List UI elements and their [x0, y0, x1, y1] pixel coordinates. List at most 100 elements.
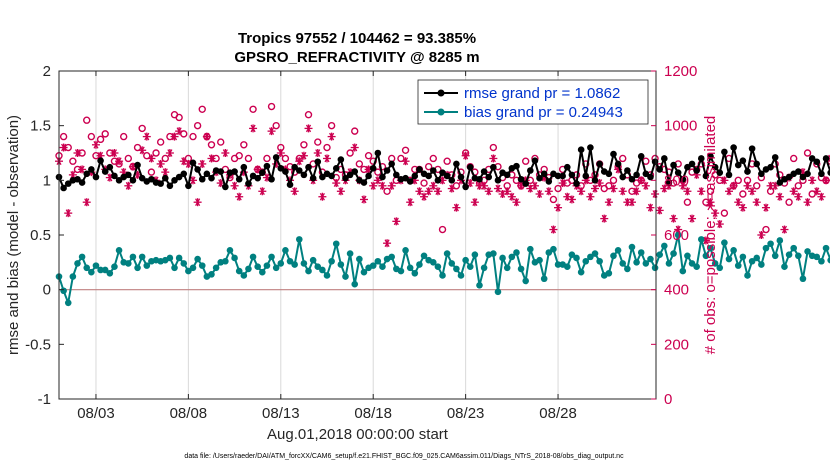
assimilated-point — [253, 165, 262, 174]
possible-point — [59, 132, 68, 141]
bias-point — [540, 275, 548, 283]
assimilated-point — [683, 187, 692, 196]
legend-swatch-marker — [437, 108, 445, 116]
assimilated-point — [115, 157, 124, 166]
x-tick-label: 08/18 — [354, 405, 392, 422]
rmse-point — [111, 172, 118, 180]
assimilated-point — [323, 154, 332, 163]
data-file-footnote: data file: /Users/raeder/DAI/ATM_forcXX/… — [184, 453, 624, 460]
bias-point — [568, 251, 576, 258]
bias-point — [374, 257, 382, 265]
bias-point — [249, 253, 257, 261]
rmse-point — [795, 168, 802, 175]
possible-point — [383, 187, 391, 195]
bias-point — [522, 277, 529, 285]
bias-point — [235, 267, 243, 275]
possible-point — [83, 116, 91, 124]
possible-point — [207, 141, 216, 149]
bias-point — [730, 247, 737, 254]
possible-point — [803, 149, 812, 157]
possible-point — [609, 176, 618, 185]
bias-point — [64, 299, 72, 307]
bias-point — [661, 242, 668, 250]
possible-point — [235, 152, 243, 160]
rmse-point — [582, 172, 590, 180]
bias-point — [277, 260, 285, 267]
rmse-point — [462, 183, 469, 191]
bias-point — [60, 287, 67, 295]
rmse-point — [439, 169, 446, 176]
rmse-point — [443, 172, 451, 180]
rmse-point — [818, 170, 825, 178]
assimilated-point — [706, 198, 715, 207]
legend-swatch-marker — [437, 89, 445, 97]
possible-point — [443, 157, 451, 165]
bias-point — [490, 250, 497, 257]
rmse-point — [166, 182, 174, 190]
bias-point — [563, 263, 571, 271]
bias-point — [115, 247, 123, 254]
bias-point — [180, 260, 188, 267]
bias-point — [711, 260, 719, 267]
assimilated-point — [258, 187, 267, 196]
bias-point — [88, 268, 95, 276]
rmse-point — [596, 160, 603, 168]
assimilated-point — [452, 203, 461, 212]
rmse-point — [203, 170, 211, 178]
assimilated-point — [554, 203, 563, 212]
assimilated-point — [332, 179, 341, 188]
assimilated-point — [530, 181, 539, 190]
assimilated-point — [235, 192, 244, 201]
assimilated-point — [641, 181, 650, 190]
possible-point — [327, 121, 336, 130]
rmse-point — [129, 177, 137, 184]
bias-point — [319, 266, 326, 274]
bias-point — [804, 248, 811, 255]
bias-point — [259, 268, 266, 276]
assimilated-point — [221, 149, 230, 157]
rmse-point — [351, 168, 359, 175]
bias-point — [753, 254, 761, 262]
assimilated-point — [535, 190, 544, 198]
rmse-point — [799, 173, 807, 181]
rmse-point — [688, 160, 696, 168]
assimilated-point — [249, 124, 258, 133]
assimilated-point — [170, 132, 179, 141]
bias-point — [536, 256, 543, 264]
possible-point — [789, 154, 798, 163]
bias-point — [670, 250, 677, 257]
possible-point — [263, 154, 271, 163]
bias-point — [309, 256, 317, 264]
bias-point — [263, 262, 271, 269]
rmse-point — [259, 169, 266, 176]
possible-point — [244, 154, 253, 163]
rmse-point — [545, 178, 553, 185]
rmse-point — [295, 167, 303, 174]
assimilated-point — [558, 179, 567, 188]
left-tick-label: 2 — [43, 63, 51, 80]
assimilated-point — [207, 154, 216, 163]
bias-point — [143, 262, 151, 269]
rmse-point — [282, 168, 289, 175]
left-axis-ticks: -1 -0.5 0 0.5 1 1.5 2 — [25, 63, 64, 408]
rmse-point — [231, 168, 238, 175]
x-tick-label: 08/13 — [262, 405, 300, 422]
bias-point — [795, 252, 802, 260]
left-tick-label: 0 — [43, 282, 51, 299]
rmse-point — [402, 174, 409, 182]
possible-point — [101, 130, 109, 138]
assimilated-point — [567, 195, 576, 204]
assimilated-point — [198, 159, 207, 168]
asterisk-stroke — [828, 158, 830, 163]
assimilated-point — [369, 181, 378, 190]
chart-title: Tropics 97552 / 104462 = 93.385% — [238, 30, 476, 47]
possible-point — [619, 154, 627, 163]
bias-point — [767, 240, 774, 248]
assimilated-point — [276, 149, 285, 157]
assimilated-point — [59, 143, 68, 152]
possible-point — [521, 157, 530, 165]
possible-point — [429, 154, 437, 163]
assimilated-point — [401, 157, 410, 166]
assimilated-point — [91, 140, 100, 149]
